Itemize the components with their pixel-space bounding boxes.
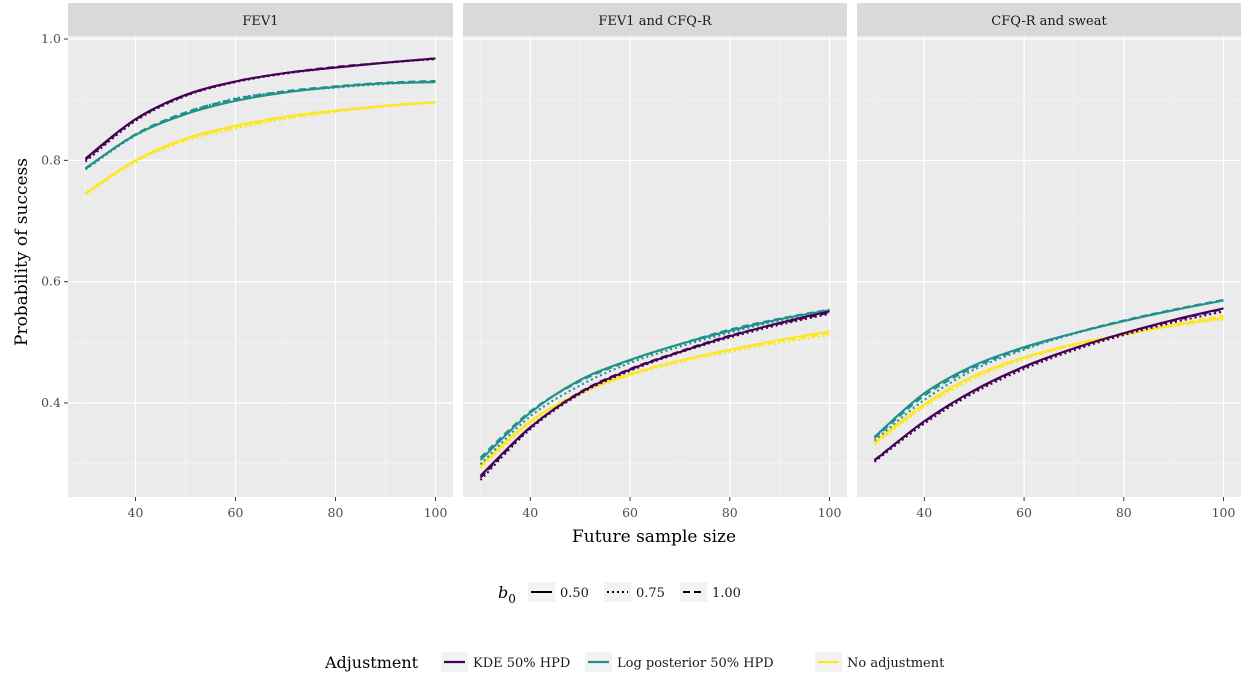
series-line bbox=[84, 101, 436, 195]
series-line bbox=[479, 332, 830, 468]
x-tick-label: 100 bbox=[1212, 505, 1236, 520]
panel-background bbox=[463, 36, 847, 497]
series-line bbox=[873, 298, 1224, 439]
x-tick-label: 80 bbox=[1116, 505, 1132, 520]
facet-panel: FEV1 and CFQ-R 40 60 80 100 bbox=[463, 3, 847, 520]
legend-color: Adjustment KDE 50% HPD Log posterior 50% H… bbox=[324, 652, 945, 672]
y-tick-label: 0.4 bbox=[41, 395, 61, 410]
legend-linetype-label: 0.75 bbox=[636, 586, 665, 601]
x-tick-label: 40 bbox=[916, 505, 932, 520]
x-tick-label: 60 bbox=[228, 505, 244, 520]
series-line bbox=[873, 307, 1224, 461]
series-line bbox=[479, 311, 830, 479]
y-tick-label: 0.8 bbox=[41, 152, 61, 167]
series-line bbox=[479, 308, 830, 459]
x-tick-label: 60 bbox=[622, 505, 638, 520]
facet-strip bbox=[68, 3, 453, 36]
legend-color-title: Adjustment bbox=[324, 653, 419, 672]
x-tick-label: 60 bbox=[1016, 505, 1032, 520]
x-tick-label: 100 bbox=[424, 505, 448, 520]
series-line bbox=[84, 57, 436, 161]
legend-key-background bbox=[680, 582, 707, 602]
facet-panel: CFQ-R and sweat 40 60 80 100 bbox=[857, 3, 1241, 520]
series-line bbox=[84, 80, 436, 171]
facet-strip-label: CFQ-R and sweat bbox=[991, 14, 1107, 29]
x-tick-label: 40 bbox=[128, 505, 144, 520]
panel-background bbox=[68, 36, 453, 497]
y-axis-title: Probability of success bbox=[12, 158, 32, 346]
facet-strip bbox=[463, 3, 847, 36]
facet-strip-label: FEV1 bbox=[242, 14, 278, 29]
legend-linetype-label: 0.50 bbox=[560, 586, 589, 601]
legend-color-label: Log posterior 50% HPD bbox=[617, 656, 774, 671]
facet-panels: FEV1 40 60 80 100 0.4 0.6 0.8 1.0 FEV1 and CFQ-R 4… bbox=[41, 3, 1241, 520]
x-tick-label: 80 bbox=[328, 505, 344, 520]
facet-strip bbox=[857, 3, 1241, 36]
series-line bbox=[479, 334, 830, 470]
x-axis-title: Future sample size bbox=[572, 527, 736, 547]
series-line bbox=[84, 101, 436, 196]
facet-strip-label: FEV1 and CFQ-R bbox=[598, 14, 712, 29]
series-line bbox=[84, 79, 436, 170]
facet-panel: FEV1 40 60 80 100 0.4 0.6 0.8 1.0 bbox=[41, 3, 453, 520]
x-tick-label: 80 bbox=[722, 505, 738, 520]
legend-color-label: KDE 50% HPD bbox=[473, 656, 570, 671]
legend-linetype-title: b0 bbox=[498, 583, 516, 606]
legend-linetype: b0 0.50 0.75 1.00 bbox=[498, 582, 741, 606]
y-tick-label: 0.6 bbox=[41, 274, 61, 289]
legend-linetype-label: 1.00 bbox=[712, 586, 741, 601]
x-tick-label: 100 bbox=[818, 505, 842, 520]
series-line bbox=[873, 314, 1224, 445]
x-tick-label: 40 bbox=[522, 505, 538, 520]
legend-color-label: No adjustment bbox=[847, 656, 945, 671]
y-tick-label: 1.0 bbox=[41, 31, 61, 46]
panel-background bbox=[857, 36, 1241, 497]
series-line bbox=[479, 310, 830, 465]
